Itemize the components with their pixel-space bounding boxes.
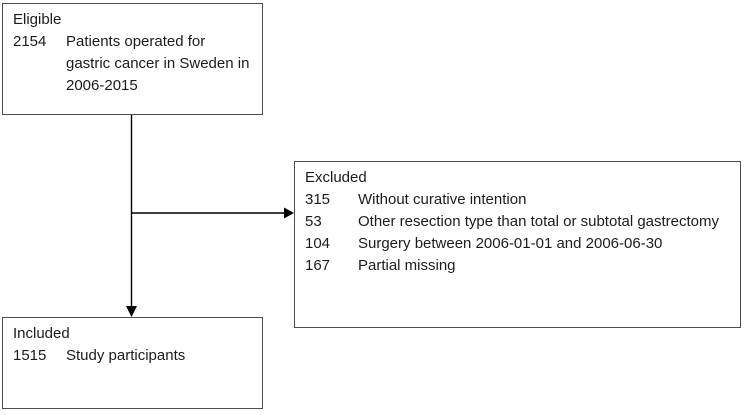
excluded-box-title: Excluded: [305, 169, 367, 186]
excluded-row: 104 Surgery between 2006-01-01 and 2006-…: [305, 233, 730, 255]
eligible-row: 2154 Patients operated for gastric cance…: [13, 31, 252, 97]
excluded-row: 315 Without curative intention: [305, 189, 730, 211]
eligible-box-title: Eligible: [13, 11, 62, 28]
eligible-label: Patients operated for gastric cancer in …: [66, 33, 250, 94]
excluded-box: Excluded 315 Without curative intention …: [294, 161, 741, 328]
excluded-row: 53 Other resection type than total or su…: [305, 211, 730, 233]
eligible-box: Eligible 2154 Patients operated for gast…: [2, 3, 263, 115]
excluded-label-3: Surgery between 2006-01-01 and 2006-06-3…: [358, 235, 663, 252]
included-box: Included 1515 Study participants: [2, 317, 263, 409]
included-row: 1515 Study participants: [13, 345, 252, 367]
excluded-row: 167 Partial missing: [305, 255, 730, 277]
eligible-count: 2154: [13, 33, 47, 50]
arrowhead-right-icon: [284, 207, 294, 219]
excluded-count-2: 53: [305, 213, 322, 230]
excluded-label-1: Without curative intention: [358, 191, 527, 208]
excluded-count-3: 104: [305, 235, 331, 252]
excluded-label-2: Other resection type than total or subto…: [358, 213, 720, 230]
included-count: 1515: [13, 347, 47, 364]
excluded-count-4: 167: [305, 257, 331, 274]
included-label: Study participants: [66, 347, 186, 364]
arrowhead-down-icon: [126, 306, 137, 317]
excluded-count-1: 315: [305, 191, 331, 208]
included-box-title: Included: [13, 325, 70, 342]
excluded-label-4: Partial missing: [358, 257, 456, 274]
